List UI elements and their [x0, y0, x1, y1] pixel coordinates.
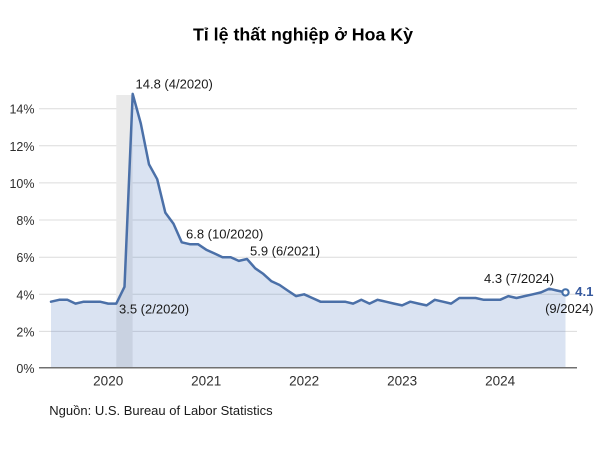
svg-text:0%: 0%: [16, 362, 34, 376]
svg-text:(9/2024): (9/2024): [545, 301, 593, 316]
svg-text:14.8 (4/2020): 14.8 (4/2020): [136, 77, 213, 92]
svg-text:14%: 14%: [9, 103, 34, 117]
svg-text:2024: 2024: [485, 373, 516, 388]
svg-text:8%: 8%: [16, 214, 34, 228]
svg-text:Nguồn: U.S. Bureau of Labor St: Nguồn: U.S. Bureau of Labor Statistics: [49, 403, 273, 418]
svg-text:5.9 (6/2021): 5.9 (6/2021): [250, 244, 320, 259]
svg-text:4.3 (7/2024): 4.3 (7/2024): [484, 271, 554, 286]
svg-text:6.8 (10/2020): 6.8 (10/2020): [186, 227, 263, 242]
svg-text:10%: 10%: [9, 177, 34, 191]
svg-text:2021: 2021: [191, 373, 221, 388]
svg-text:2020: 2020: [93, 373, 123, 388]
svg-text:3.5 (2/2020): 3.5 (2/2020): [119, 302, 189, 317]
svg-text:2023: 2023: [387, 373, 417, 388]
svg-text:2%: 2%: [16, 325, 34, 339]
svg-text:Tỉ lệ thất nghiệp ở Hoa Kỳ: Tỉ lệ thất nghiệp ở Hoa Kỳ: [193, 25, 413, 45]
svg-text:6%: 6%: [16, 251, 34, 265]
svg-text:2022: 2022: [289, 373, 319, 388]
svg-text:12%: 12%: [9, 140, 34, 154]
svg-text:4%: 4%: [16, 288, 34, 302]
svg-text:4.1: 4.1: [575, 284, 593, 299]
